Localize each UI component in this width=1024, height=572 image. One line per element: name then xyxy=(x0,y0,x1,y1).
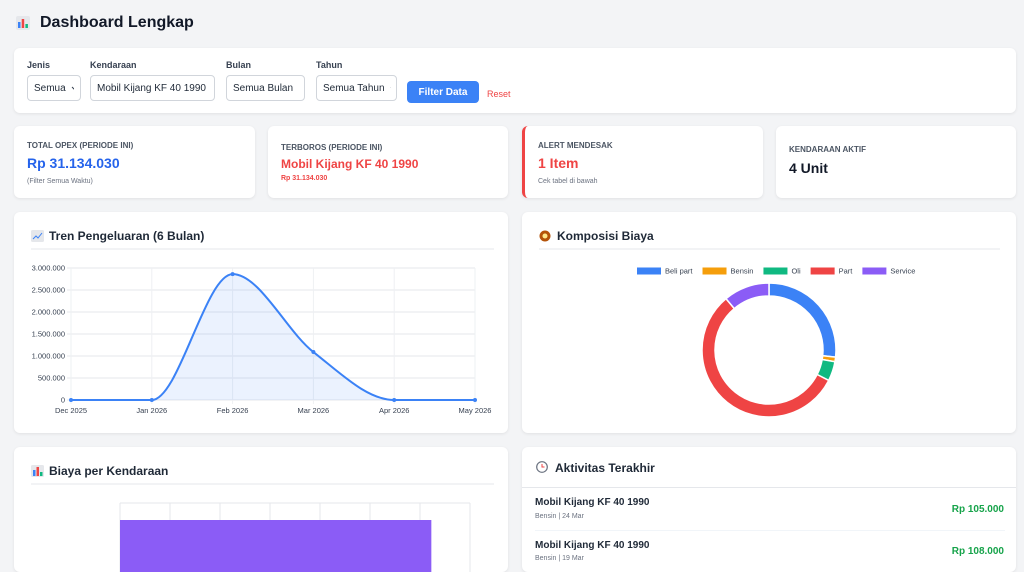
activity-detail: Bensin | 19 Mar xyxy=(535,555,584,562)
filter-button[interactable]: Filter Data xyxy=(407,81,479,103)
activity-card: Aktivitas Terakhir Mobil Kijang KF 40 19… xyxy=(522,447,1016,572)
legend-label: Bensin xyxy=(731,267,754,276)
filter-label: Bulan xyxy=(226,60,251,70)
kpi-note: Cek tabel di bawah xyxy=(538,178,598,185)
activity-name: Mobil Kijang KF 40 1990 xyxy=(535,497,649,508)
legend-label: Part xyxy=(839,267,854,276)
x-tick-label: Apr 2026 xyxy=(379,406,409,415)
kpi-value: Mobil Kijang KF 40 1990 xyxy=(281,157,418,171)
legend-label: Oli xyxy=(791,267,801,276)
chart-card: Biaya per Kendaraan xyxy=(14,447,508,572)
filter-label: Tahun xyxy=(316,60,342,70)
activity-amount: Rp 108.000 xyxy=(952,546,1004,557)
kpi-card: TERBOROS (PERIODE INI) Mobil Kijang KF 4… xyxy=(268,126,508,198)
line-area xyxy=(71,274,475,400)
select-value: Semua Tahun xyxy=(323,83,385,94)
kpi-label: TERBOROS (PERIODE INI) xyxy=(281,143,382,152)
line-chart: 0 500.000 1.000.000 1.500.000 2.000.000 2.500… xyxy=(14,212,508,433)
filter-select[interactable]: Mobil Kijang KF 40 1990 xyxy=(90,75,215,101)
kpi-value: Rp 31.134.030 xyxy=(27,155,120,171)
y-tick-label: 1.500.000 xyxy=(32,330,65,339)
x-tick-label: Jan 2026 xyxy=(136,406,167,415)
point xyxy=(473,398,477,402)
legend-swatch xyxy=(637,268,661,275)
activity-name: Mobil Kijang KF 40 1990 xyxy=(535,540,649,551)
point xyxy=(150,398,154,402)
page-title: Dashboard Lengkap xyxy=(40,14,194,32)
kpi-card: TOTAL OPEX (PERIODE INI) Rp 31.134.030 (… xyxy=(14,126,255,198)
legend-label: Service xyxy=(890,267,915,276)
x-tick-label: May 2026 xyxy=(459,406,492,415)
legend-swatch xyxy=(763,268,787,275)
legend-swatch xyxy=(862,268,886,275)
activity-amount: Rp 105.000 xyxy=(952,504,1004,515)
y-tick-label: 0 xyxy=(61,396,65,405)
kpi-label: ALERT MENDESAK xyxy=(538,141,613,150)
y-tick-label: 2.500.000 xyxy=(32,286,65,295)
activity-detail: Bensin | 24 Mar xyxy=(535,513,584,520)
bar-chart xyxy=(14,447,508,572)
filter-card: Jenis Semua Kendaraan Mobil Kijang KF 40… xyxy=(14,48,1016,113)
y-tick-label: 3.000.000 xyxy=(32,264,65,273)
kpi-card: ALERT MENDESAK 1 Item Cek tabel di bawah xyxy=(522,126,763,198)
x-tick-label: Dec 2025 xyxy=(55,406,87,415)
point xyxy=(392,398,396,402)
filter-label: Kendaraan xyxy=(90,60,137,70)
kpi-note: Rp 31.134.030 xyxy=(281,175,327,182)
point xyxy=(69,398,73,402)
select-value: Mobil Kijang KF 40 1990 xyxy=(97,83,206,94)
doughnut-chart: Beli part Bensin Oli Part Service xyxy=(522,212,1016,433)
kpi-value: 1 Item xyxy=(538,155,578,171)
x-tick-label: Feb 2026 xyxy=(217,406,249,415)
separator xyxy=(522,487,1016,488)
point xyxy=(231,272,235,276)
filter-select[interactable]: Semua Tahun xyxy=(316,75,397,101)
title-icon xyxy=(16,15,30,31)
y-tick-label: 500.000 xyxy=(38,374,65,383)
kpi-note: (Filter Semua Waktu) xyxy=(27,178,93,185)
y-tick-label: 1.000.000 xyxy=(32,352,65,361)
filter-select[interactable]: Semua Bulan xyxy=(226,75,305,101)
chevron xyxy=(71,86,74,91)
activity-title: Aktivitas Terakhir xyxy=(555,461,655,475)
filter-label: Jenis xyxy=(27,60,50,70)
legend-swatch xyxy=(703,268,727,275)
filter-select[interactable]: Semua xyxy=(27,75,81,101)
reset-link[interactable]: Reset xyxy=(487,89,511,99)
point xyxy=(311,350,315,354)
bar xyxy=(120,520,431,572)
clock-icon xyxy=(536,461,548,473)
doughnut-segment xyxy=(702,299,829,417)
kpi-value: 4 Unit xyxy=(789,160,828,176)
separator xyxy=(535,530,1005,531)
legend-swatch xyxy=(811,268,835,275)
doughnut-segment xyxy=(726,283,769,309)
kpi-card: KENDARAAN AKTIF 4 Unit xyxy=(776,126,1016,198)
select-value: Semua Bulan xyxy=(233,83,293,94)
y-tick-label: 2.000.000 xyxy=(32,308,65,317)
kpi-label: TOTAL OPEX (PERIODE INI) xyxy=(27,141,133,150)
x-tick-label: Mar 2026 xyxy=(298,406,330,415)
doughnut-segment xyxy=(769,283,836,357)
select-value: Semua xyxy=(34,83,66,94)
legend-label: Beli part xyxy=(665,267,693,276)
kpi-label: KENDARAAN AKTIF xyxy=(789,145,866,154)
